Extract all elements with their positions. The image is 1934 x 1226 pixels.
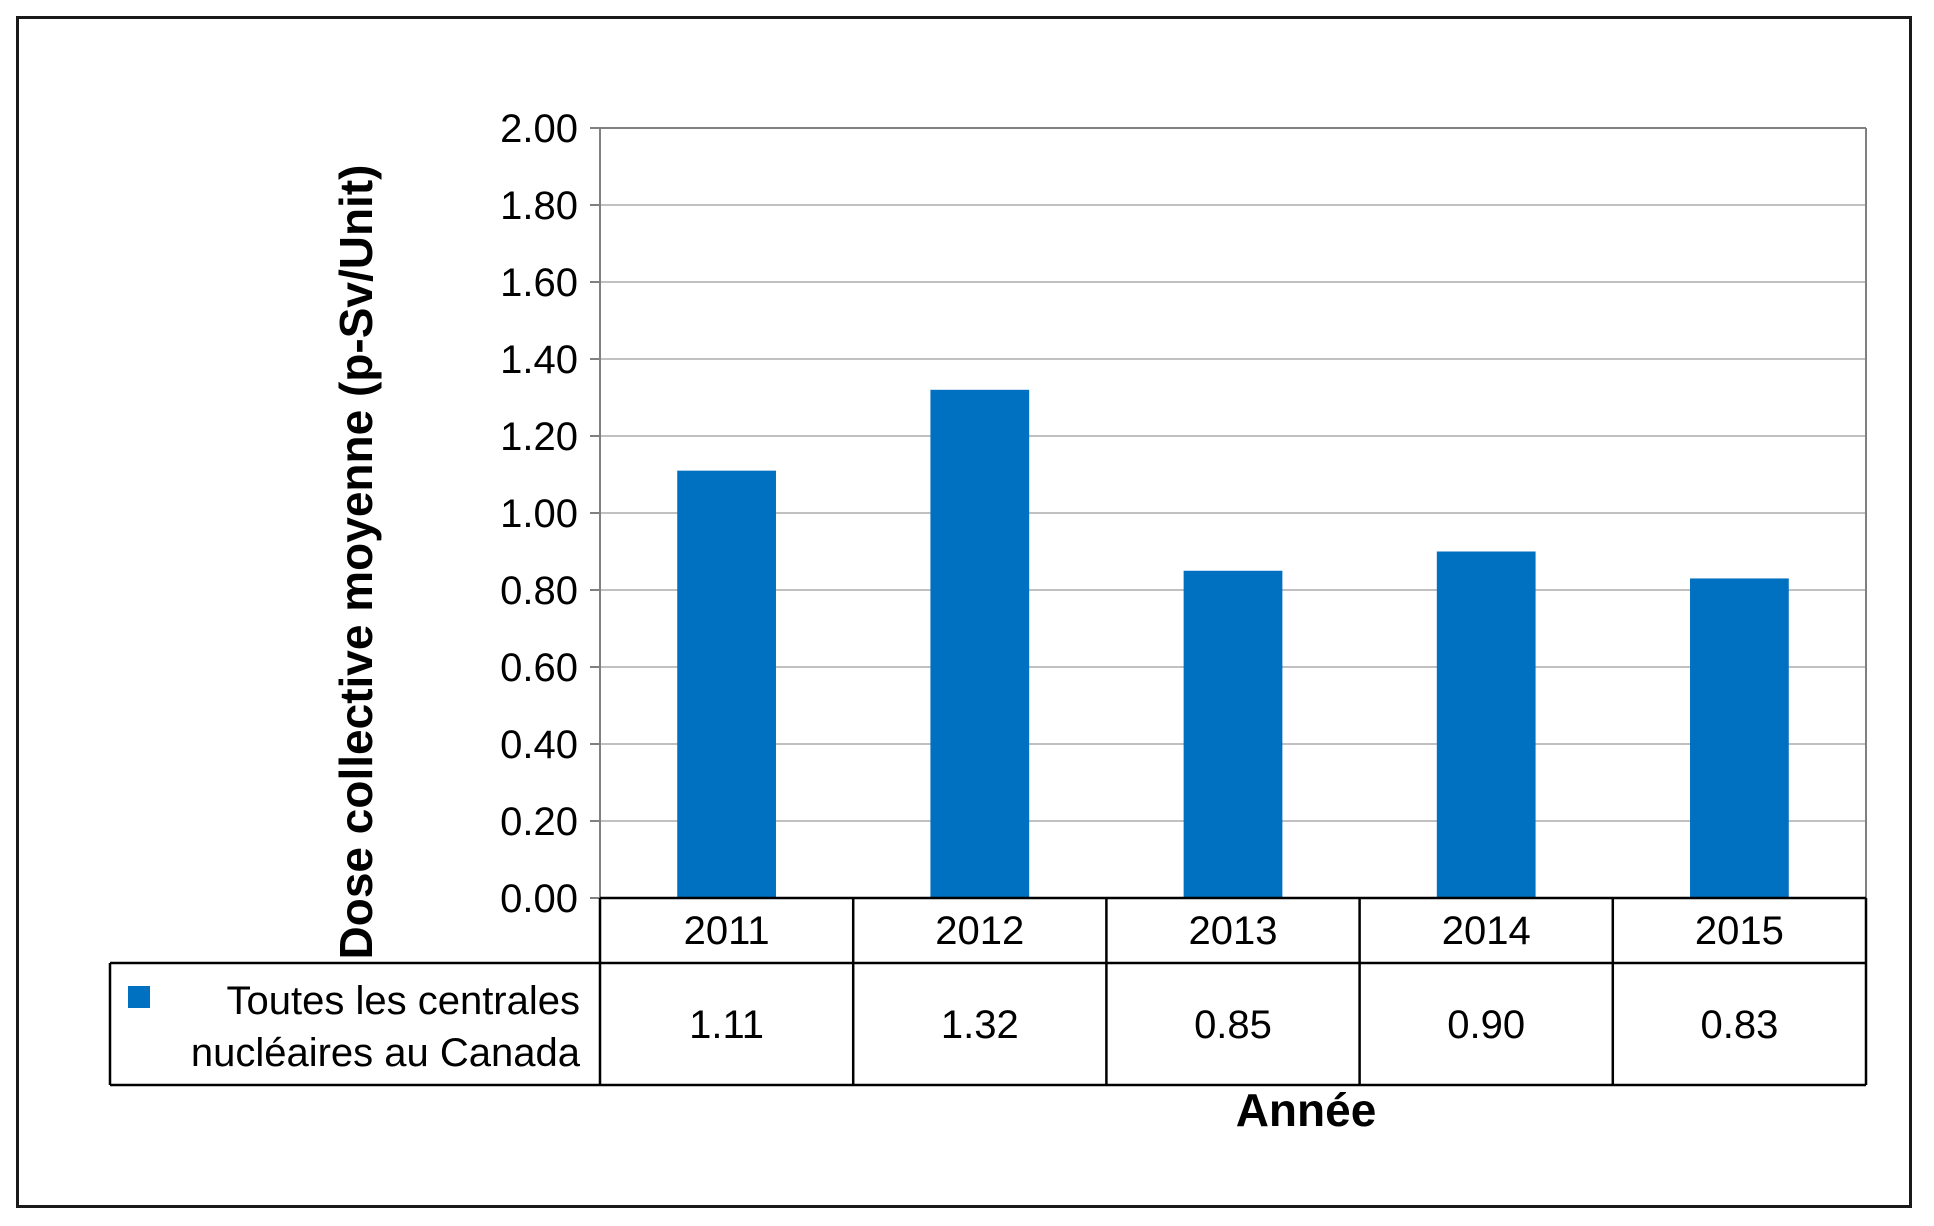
y-tick-label: 1.00	[500, 492, 578, 536]
x-tick-label: 2015	[1695, 909, 1784, 953]
table-value-cell: 0.83	[1700, 1003, 1778, 1047]
data-table: 2011 1.11 2012 1.32 2013 0.85 2014 0.90 2015 0.83…	[108, 896, 1868, 1087]
table-value-cell: 0.85	[1194, 1003, 1272, 1047]
y-tick-label: 1.80	[500, 184, 578, 228]
gridlines	[590, 127, 1867, 899]
y-tick-label: 1.60	[500, 261, 578, 305]
table-value-cell: 1.32	[941, 1003, 1019, 1047]
y-tick-label: 0.60	[500, 646, 578, 690]
bar-2011	[677, 470, 776, 898]
bar-2014	[1436, 551, 1536, 898]
y-tick-label: 1.20	[500, 415, 578, 459]
x-tick-label: 2011	[684, 909, 770, 953]
y-tick-label: 0.80	[500, 569, 578, 613]
y-tick-label: 0.00	[500, 877, 578, 921]
x-tick-label: 2013	[1189, 909, 1278, 953]
legend-swatch	[128, 986, 150, 1008]
x-axis-title: Année	[1236, 1084, 1377, 1136]
bar-2013	[1183, 570, 1283, 898]
legend-label: Toutes les centrales	[226, 979, 580, 1023]
x-tick-label: 2014	[1442, 909, 1531, 953]
y-tick-label: 0.40	[500, 723, 578, 767]
bar-2012	[930, 389, 1030, 898]
legend-label: nucléaires au Canada	[191, 1031, 581, 1075]
y-tick-label: 0.20	[500, 800, 578, 844]
x-tick-label: 2012	[935, 909, 1024, 953]
y-tick-label: 1.40	[500, 338, 578, 382]
y-tick-labels: 0.00 0.20 0.40 0.60 0.80 1.00 1.20 1.40 1.60 1.80…	[500, 107, 578, 921]
chart-frame	[16, 16, 1912, 1208]
bars	[677, 389, 1789, 898]
table-value-cell: 0.90	[1447, 1003, 1525, 1047]
y-axis-title: Dose collective moyenne (p-Sv/Unit)	[330, 165, 382, 960]
y-tick-label: 2.00	[500, 107, 578, 151]
bar-2015	[1690, 578, 1789, 898]
table-value-cell: 1.11	[689, 1003, 764, 1047]
